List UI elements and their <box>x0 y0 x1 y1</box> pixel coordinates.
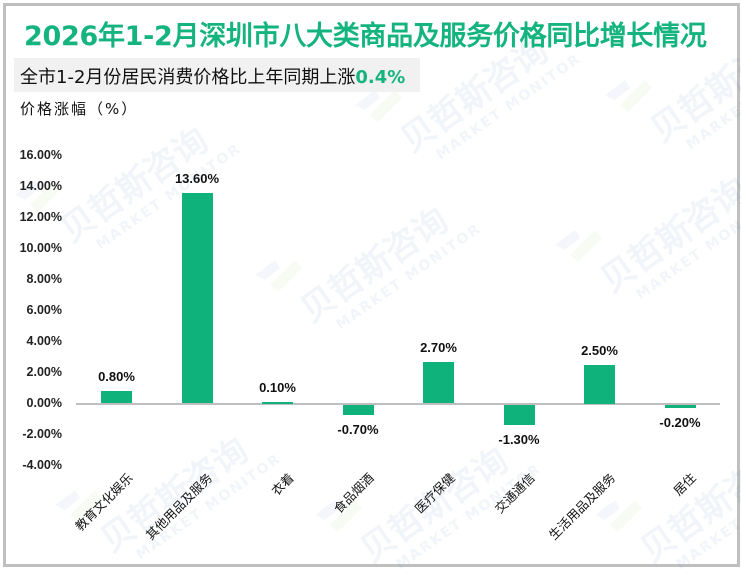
data-label: 2.70% <box>420 339 457 355</box>
y-tick-label: 12.00% <box>19 209 62 224</box>
x-category-label: 其他用品及服务 <box>143 470 216 543</box>
y-tick-label: -4.00% <box>22 457 62 472</box>
y-tick-label: 14.00% <box>19 178 62 193</box>
subtitle-highlight-value: 0.4% <box>355 67 406 88</box>
x-category-label: 医疗保健 <box>411 470 458 517</box>
bar <box>181 192 213 404</box>
x-category-label: 居住 <box>671 470 699 499</box>
plot-area: 16.00% 14.00% 12.00% 10.00% 8.00% 6.00% 4.00% 2… <box>19 147 720 543</box>
data-label: 13.60% <box>174 170 220 186</box>
y-tick-label: 8.00% <box>26 271 62 286</box>
data-label: -1.30% <box>498 431 540 447</box>
bar <box>664 404 696 408</box>
bar <box>101 391 132 404</box>
chart-subtitle: 全市1-2月份居民消费价格比上年同期上涨0.4% <box>20 63 405 89</box>
y-tick-label: 6.00% <box>26 302 62 317</box>
bar <box>342 404 374 416</box>
x-category-label: 衣着 <box>268 470 297 499</box>
chart-frame <box>3 3 740 567</box>
x-axis-line <box>76 402 720 405</box>
data-label: -0.70% <box>337 422 379 438</box>
bar <box>423 361 454 404</box>
chart-title: 2026年1-2月深圳市八大类商品及服务价格同比增长情况 <box>24 21 707 52</box>
x-category-label: 教育文化娱乐 <box>72 470 136 534</box>
data-label: 0.10% <box>259 379 296 395</box>
x-category-label: 食品烟酒 <box>331 470 377 517</box>
data-label: -0.20% <box>659 414 701 430</box>
y-tick-label: 16.00% <box>19 147 62 162</box>
y-tick-label: 2.00% <box>26 364 62 379</box>
subtitle-box <box>14 58 420 92</box>
y-tick-label: 0.00% <box>26 395 62 410</box>
y-axis-label: 价格涨幅（%） <box>20 100 139 118</box>
bar <box>503 404 535 425</box>
y-tick-label: 4.00% <box>26 333 62 348</box>
data-label: 2.50% <box>581 342 618 358</box>
x-category-label: 交通通信 <box>492 470 538 517</box>
y-tick-label: -2.00% <box>22 426 62 441</box>
subtitle-text: 全市1-2月份居民消费价格比上年同期上涨 <box>20 67 356 88</box>
bar <box>584 364 615 404</box>
bar <box>262 401 293 404</box>
y-tick-label: 10.00% <box>19 240 62 255</box>
x-category-label: 生活用品及服务 <box>545 470 618 543</box>
data-label: 0.80% <box>98 369 135 385</box>
